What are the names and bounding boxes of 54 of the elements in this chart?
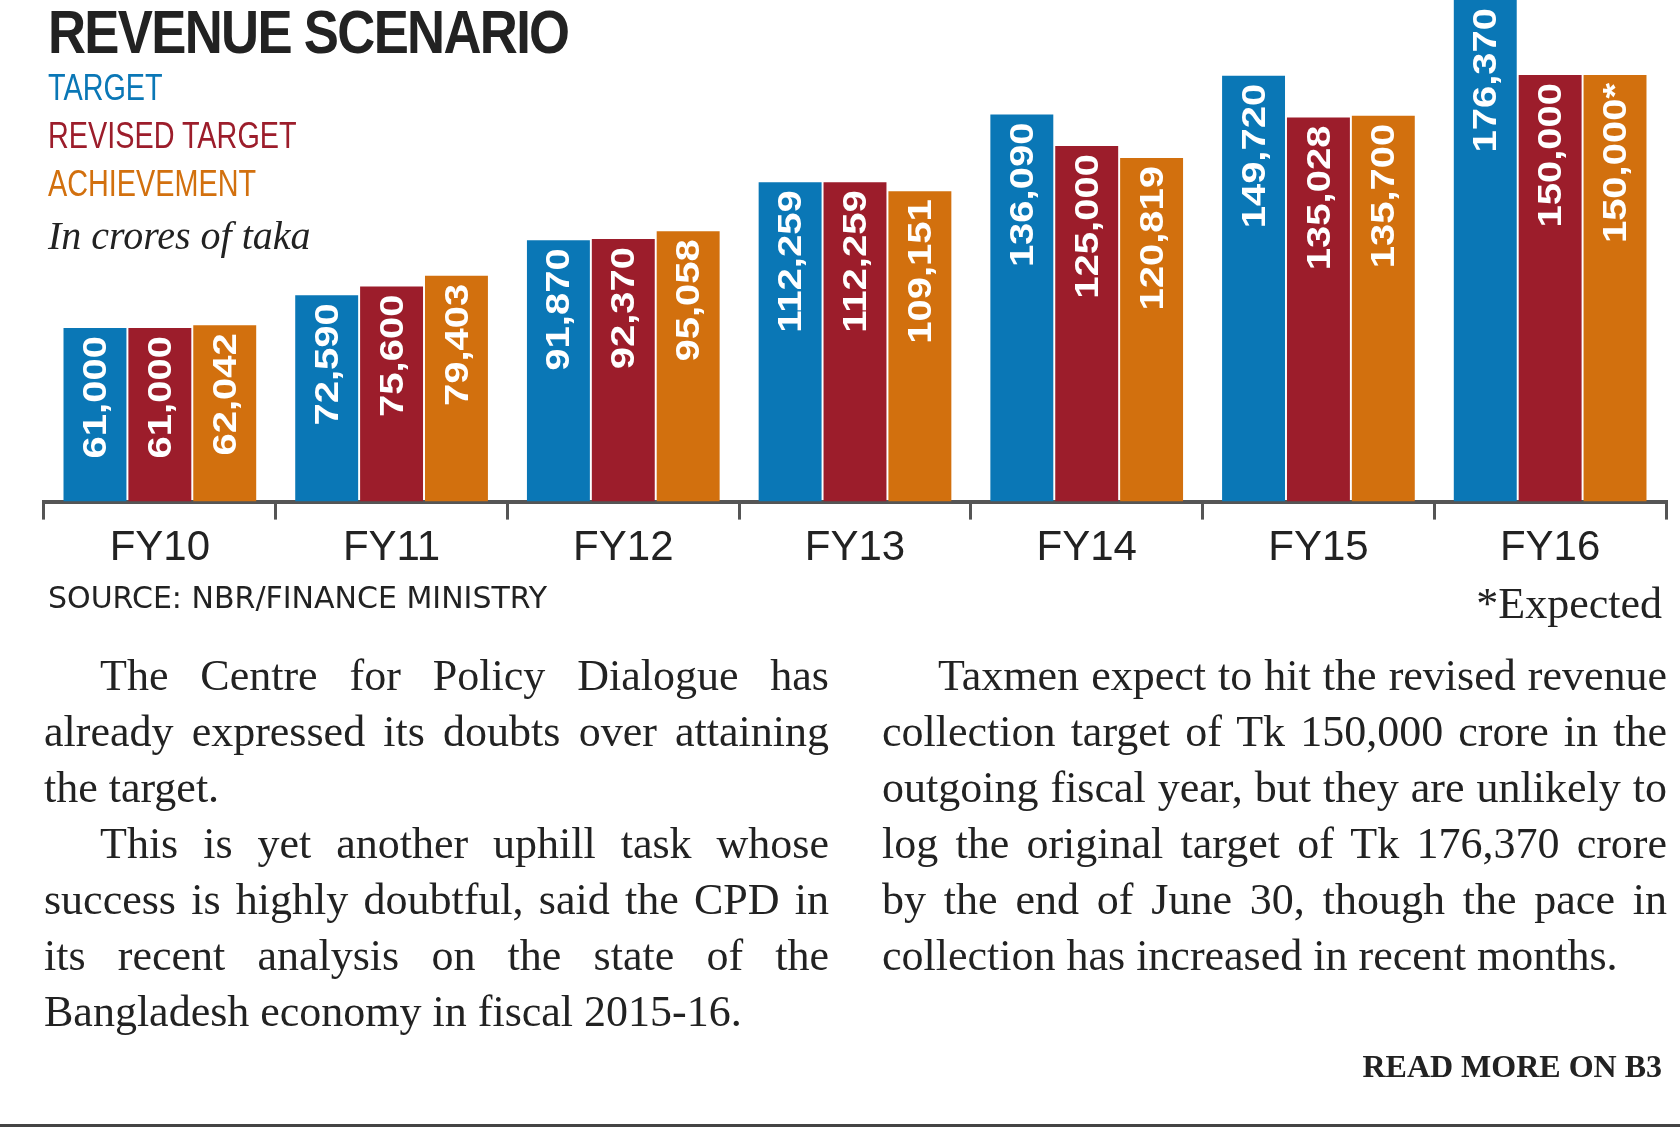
data-label: 150,000 — [1530, 83, 1569, 228]
bar — [823, 182, 887, 502]
x-tick-label: FY14 — [1036, 522, 1137, 570]
x-tick-label: FY10 — [109, 522, 211, 570]
data-label: 112,259 — [834, 190, 874, 333]
data-label: 95,058 — [668, 239, 707, 362]
bar — [1286, 117, 1350, 502]
data-label: 61,000 — [139, 336, 179, 459]
bar — [1055, 146, 1119, 502]
x-tick-label: FY13 — [804, 522, 906, 570]
text: The Centre for Policy Dialogue has already expressed its doubts over attaining the target. — [44, 650, 829, 814]
bar — [888, 191, 952, 502]
text: Taxmen expect to hit the revised revenue collection target of Tk 150,000 crore in the outgoing fiscal year, but they are unlikely to log the original target of Tk 176,370 crore by the end of June 30, though the pace in collection has increased in recent months. — [882, 650, 1667, 982]
data-label: 109,151 — [899, 199, 939, 344]
data-label: 149,720 — [1233, 83, 1272, 229]
text: *Expected — [1476, 578, 1662, 629]
text: ACHIEVEMENT — [48, 162, 258, 206]
source-note: SOURCE: NBR/FINANCE MINISTRY — [48, 580, 548, 615]
data-label: 72,590 — [306, 303, 346, 426]
data-label: 92,370 — [603, 246, 642, 370]
data-label: 75,600 — [371, 294, 410, 417]
bar — [526, 240, 590, 502]
bar — [591, 238, 655, 502]
data-label: 135,700 — [1363, 123, 1402, 269]
text: This is yet another uphill task whose success is highly doubtful, said the CPD in its recent analysis on the state of the Bangladesh economy in fiscal 2015-16. — [44, 818, 829, 1038]
bar — [1518, 75, 1582, 502]
bar — [1453, 0, 1517, 502]
text: In crores of taka — [48, 213, 311, 258]
data-label: 120,819 — [1131, 165, 1170, 311]
bar — [990, 114, 1054, 502]
bar — [1222, 75, 1286, 502]
data-label: 79,403 — [436, 283, 475, 407]
data-label: 112,259 — [770, 190, 809, 333]
bar — [1120, 157, 1184, 502]
bar — [1351, 115, 1415, 502]
data-label: 150,000* — [1594, 82, 1634, 244]
x-tick-label: FY16 — [1499, 522, 1601, 570]
data-label: 62,042 — [204, 333, 244, 456]
data-label: 135,028 — [1298, 125, 1337, 271]
x-tick-label: FY12 — [573, 522, 674, 570]
data-label: 176,370 — [1465, 8, 1504, 153]
data-label: 91,870 — [538, 248, 577, 371]
bar — [758, 182, 822, 502]
bar — [1583, 75, 1647, 502]
text: REVISED TARGET — [48, 114, 298, 158]
bar — [656, 231, 720, 502]
data-label: 136,090 — [1001, 122, 1041, 268]
x-tick-label: FY15 — [1268, 522, 1369, 570]
chart-title: REVENUE SCENARIO — [48, 0, 569, 66]
x-tick-label: FY11 — [342, 522, 441, 570]
data-label: 125,000 — [1066, 154, 1106, 299]
text: READ MORE ON B3 — [1362, 1048, 1662, 1085]
text: TARGET — [48, 67, 163, 108]
data-label: 61,000 — [74, 336, 114, 459]
